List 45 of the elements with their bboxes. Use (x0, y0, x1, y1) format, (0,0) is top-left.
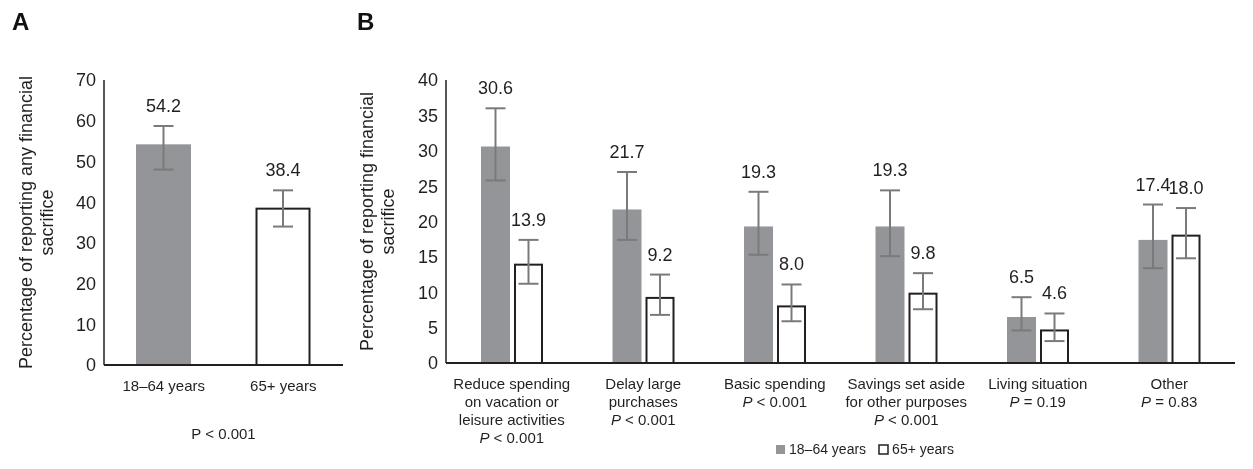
data-label: 4.6 (1041, 283, 1068, 304)
x-tick-label: Other P = 0.83 (1141, 375, 1198, 410)
y-tick-label: 5 (427, 318, 438, 339)
y-axis-title: Percentage of reporting financial sacrifice (357, 91, 398, 352)
data-label: 19.3 (872, 160, 908, 181)
data-label: 8.0 (778, 254, 805, 275)
y-tick-label: 40 (417, 70, 438, 91)
y-tick-label: 10 (417, 282, 438, 303)
data-label: 30.6 (477, 78, 514, 99)
chart-title: A (12, 8, 30, 36)
y-tick-label: 20 (417, 211, 438, 232)
x-tick-label: Savings set aside for other purposes P < 0.001 (845, 375, 968, 428)
data-label: 9.8 (910, 243, 936, 264)
data-label: 38.4 (265, 160, 301, 181)
y-axis-title: Percentage of reporting any financial sacrifice (16, 75, 57, 370)
y-tick-label: 30 (417, 141, 438, 162)
x-tick-label: Reduce spending on vacation or leisure activities P < 0.001 (453, 375, 571, 446)
data-label: 54.2 (145, 96, 182, 117)
y-tick-label: 35 (417, 105, 438, 126)
x-tick-label: Living situation P = 0.19 (988, 375, 1088, 410)
y-tick-label: 25 (417, 176, 438, 197)
data-label: 17.4 (1135, 174, 1171, 195)
y-tick-label: 0 (85, 355, 96, 376)
legend-label: 65+ years (891, 441, 954, 457)
x-tick-label: Delay large purchases P < 0.001 (605, 375, 682, 428)
y-tick-label: 0 (427, 353, 438, 374)
data-label: 6.5 (1008, 267, 1035, 288)
chart-title: B (357, 8, 375, 36)
data-label: 13.9 (510, 209, 547, 230)
y-tick-label: 40 (75, 192, 96, 213)
data-label: 19.3 (740, 161, 777, 182)
data-label: 21.7 (609, 141, 645, 162)
y-tick-label: 70 (75, 70, 96, 91)
x-tick-label: 18–64 years (122, 377, 206, 394)
data-label: 9.2 (647, 244, 673, 265)
y-tick-label: 50 (75, 151, 96, 172)
x-tick-label: Basic spending P < 0.001 (723, 375, 826, 410)
text: P < 0.001 (191, 425, 256, 442)
x-tick-label: 65+ years (250, 377, 317, 394)
y-tick-label: 10 (75, 314, 96, 335)
y-tick-label: 30 (75, 233, 96, 254)
y-tick-label: 60 (75, 111, 96, 132)
y-tick-label: 15 (417, 247, 438, 268)
y-tick-label: 20 (75, 273, 96, 294)
legend-label: 18–64 years (788, 441, 867, 457)
